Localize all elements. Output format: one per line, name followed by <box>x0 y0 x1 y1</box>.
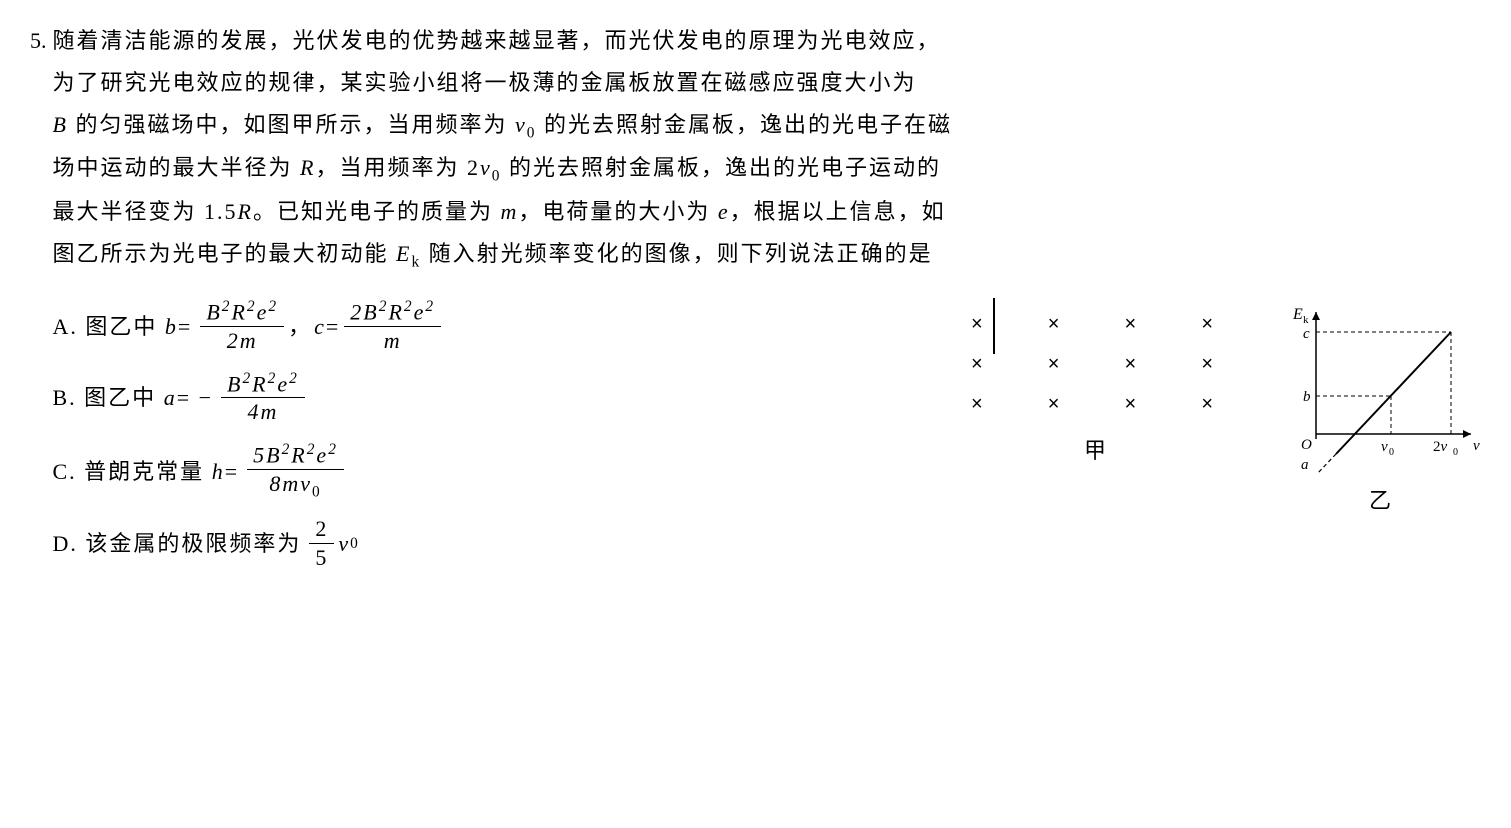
option-a-frac1: B2R2e2 2m <box>200 298 284 355</box>
question-5: 5. 随着清洁能源的发展，光伏发电的优势越来越显著，而光伏发电的原理为光电效应，… <box>30 20 1481 586</box>
option-d-text: D. 该金属的极限频率为 <box>53 523 302 565</box>
option-d: D. 该金属的极限频率为 2 5 ν0 <box>53 516 931 572</box>
tick-a: a <box>1301 457 1309 473</box>
svg-text:E: E <box>1292 306 1303 323</box>
stem-line-2: B 的匀强磁场中，如图甲所示，当用频率为 ν0 的光去照射金属板，逸出的光电子在… <box>53 112 952 137</box>
option-a-mid: ， <box>288 306 312 348</box>
option-b-frac: B2R2e2 4m <box>221 370 305 427</box>
svg-text:0: 0 <box>1453 447 1458 458</box>
figure-right: E k c b O a ν 0 2ν 0 ν 乙 <box>1281 304 1481 522</box>
figures-block: × × × × × × × × × × × × 甲 <box>961 304 1481 522</box>
question-stem: 随着清洁能源的发展，光伏发电的优势越来越显著，而光伏发电的原理为光电效应， 为了… <box>53 20 1482 276</box>
stem-line-4: 最大半径变为 1.5R。已知光电子的质量为 m，电荷量的大小为 e，根据以上信息… <box>53 199 946 224</box>
xrow-1: × × × × <box>971 344 1231 384</box>
stem-line-5: 图乙所示为光电子的最大初动能 Ek 随入射光频率变化的图像，则下列说法正确的是 <box>53 241 933 266</box>
stem-line-0: 随着清洁能源的发展，光伏发电的优势越来越显著，而光伏发电的原理为光电效应， <box>53 28 941 53</box>
figure-left-label: 甲 <box>961 430 1231 472</box>
xrow-0: × × × × <box>971 304 1231 344</box>
x-axis-label: ν <box>1473 438 1480 454</box>
ek-nu-graph: E k c b O a ν 0 2ν 0 ν <box>1281 304 1481 474</box>
figure-right-label: 乙 <box>1281 480 1481 522</box>
tick-b: b <box>1303 389 1311 405</box>
tick-c: c <box>1303 326 1310 342</box>
xrow-2: × × × × <box>971 384 1231 424</box>
question-body: 随着清洁能源的发展，光伏发电的优势越来越显著，而光伏发电的原理为光电效应， 为了… <box>53 20 1482 586</box>
origin-label: O <box>1301 437 1312 453</box>
option-d-frac: 2 5 <box>309 516 334 572</box>
question-number: 5. <box>30 20 47 62</box>
option-c-frac: 5B2R2e2 8mν0 <box>247 441 344 502</box>
option-a-frac2: 2B2R2e2 m <box>344 298 441 355</box>
stem-line-3: 场中运动的最大半径为 R，当用频率为 2ν0 的光去照射金属板，逸出的光电子运动… <box>53 155 941 180</box>
stem-line-1: 为了研究光电效应的规律，某实验小组将一极薄的金属板放置在磁感应强度大小为 <box>53 70 917 95</box>
svg-text:k: k <box>1303 314 1309 326</box>
option-b: B. 图乙中 a= − B2R2e2 4m <box>53 370 931 427</box>
magnetic-field-grid: × × × × × × × × × × × × <box>961 304 1231 424</box>
tick-2v0: 2ν <box>1433 439 1448 455</box>
options-block: A. 图乙中 b= B2R2e2 2m ， c= 2B2R2e2 m B. 图乙… <box>53 284 931 586</box>
option-a: A. 图乙中 b= B2R2e2 2m ， c= 2B2R2e2 m <box>53 298 931 355</box>
options-and-figures-row: A. 图乙中 b= B2R2e2 2m ， c= 2B2R2e2 m B. 图乙… <box>53 284 1482 586</box>
figure-left: × × × × × × × × × × × × 甲 <box>961 304 1231 472</box>
tick-v0: ν <box>1381 439 1388 455</box>
metal-plate-line <box>993 298 995 354</box>
option-b-text: B. 图乙中 a= − <box>53 377 214 419</box>
option-a-text: A. 图乙中 b= <box>53 306 193 348</box>
option-c: C. 普朗克常量 h= 5B2R2e2 8mν0 <box>53 441 931 502</box>
option-c-text: C. 普朗克常量 h= <box>53 451 240 493</box>
svg-text:0: 0 <box>1389 447 1394 458</box>
